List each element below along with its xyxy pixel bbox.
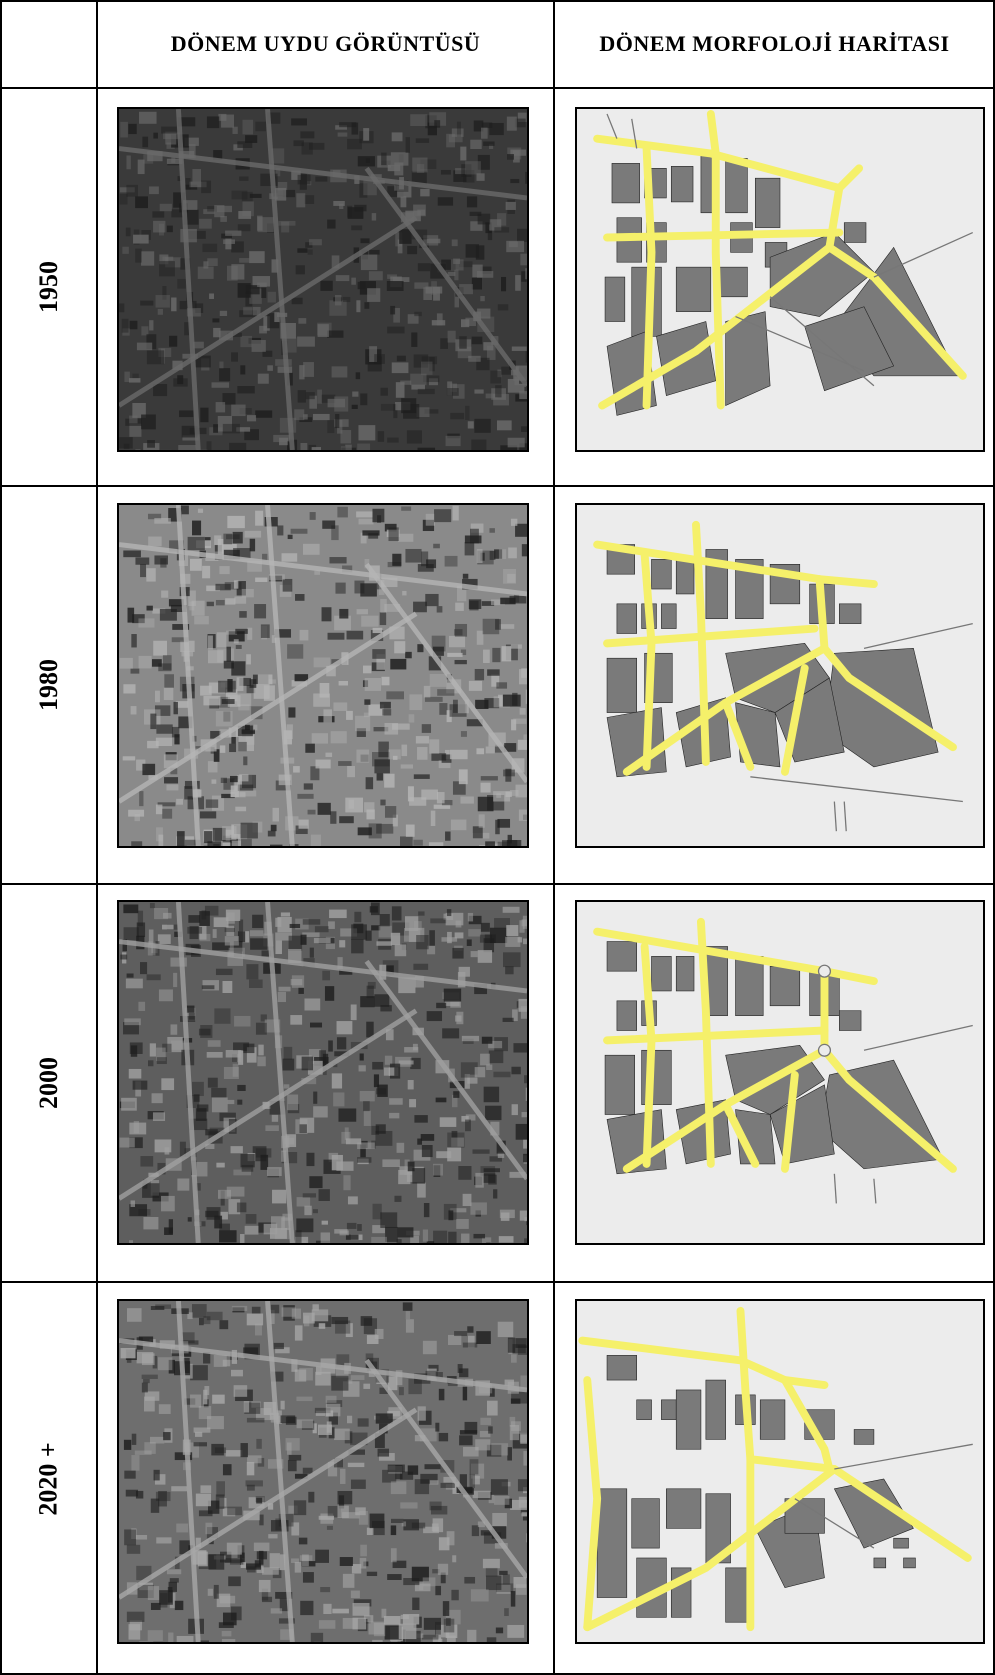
row-year-2000: 2000 bbox=[33, 1057, 63, 1109]
table-row-line-4 bbox=[0, 1281, 995, 1283]
row-year-1950: 1950 bbox=[33, 261, 63, 313]
table-border-left bbox=[0, 0, 2, 1675]
satellite-image-1950 bbox=[117, 107, 529, 452]
morphology-map-2000 bbox=[575, 900, 985, 1245]
table-border-top bbox=[0, 0, 995, 2]
satellite-image-1980 bbox=[117, 503, 529, 848]
row-year-1980: 1980 bbox=[33, 659, 63, 711]
table-row-line-3 bbox=[0, 883, 995, 885]
header-satellite-image: DÖNEM UYDU GÖRÜNTÜSÜ bbox=[170, 31, 481, 56]
morphology-map-1980-svg bbox=[593, 520, 973, 832]
header-corner-cell bbox=[0, 0, 97, 88]
morphology-map-2020-svg bbox=[578, 1306, 973, 1632]
satellite-image-2020 bbox=[117, 1299, 529, 1644]
table-row-line-1 bbox=[0, 87, 995, 89]
table-divider-2 bbox=[553, 0, 555, 1675]
morphology-map-2000-svg bbox=[593, 917, 973, 1204]
table-divider-1 bbox=[96, 0, 98, 1675]
morphology-map-1950-svg bbox=[593, 109, 974, 416]
table-row-line-2 bbox=[0, 485, 995, 487]
header-morphology-map: DÖNEM MORFOLOJİ HARİTASI bbox=[599, 31, 950, 56]
satellite-image-2000 bbox=[117, 900, 529, 1245]
row-year-2020: 2020 + bbox=[33, 1441, 63, 1516]
table-border-right bbox=[993, 0, 995, 1675]
morphology-map-2020 bbox=[575, 1299, 985, 1644]
table-border-bottom bbox=[0, 1673, 995, 1675]
morphology-map-1950 bbox=[575, 107, 985, 452]
morphology-map-1980 bbox=[575, 503, 985, 848]
